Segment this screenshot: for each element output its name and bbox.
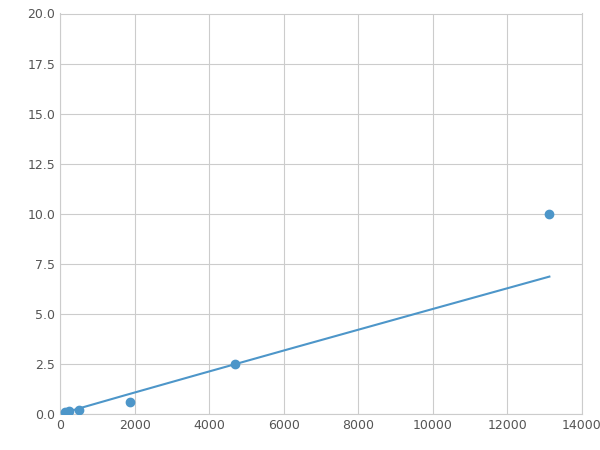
Point bbox=[65, 407, 74, 414]
Point bbox=[60, 409, 70, 416]
Point bbox=[125, 398, 135, 405]
Point bbox=[545, 210, 554, 217]
Point bbox=[74, 406, 83, 414]
Point bbox=[230, 360, 239, 368]
